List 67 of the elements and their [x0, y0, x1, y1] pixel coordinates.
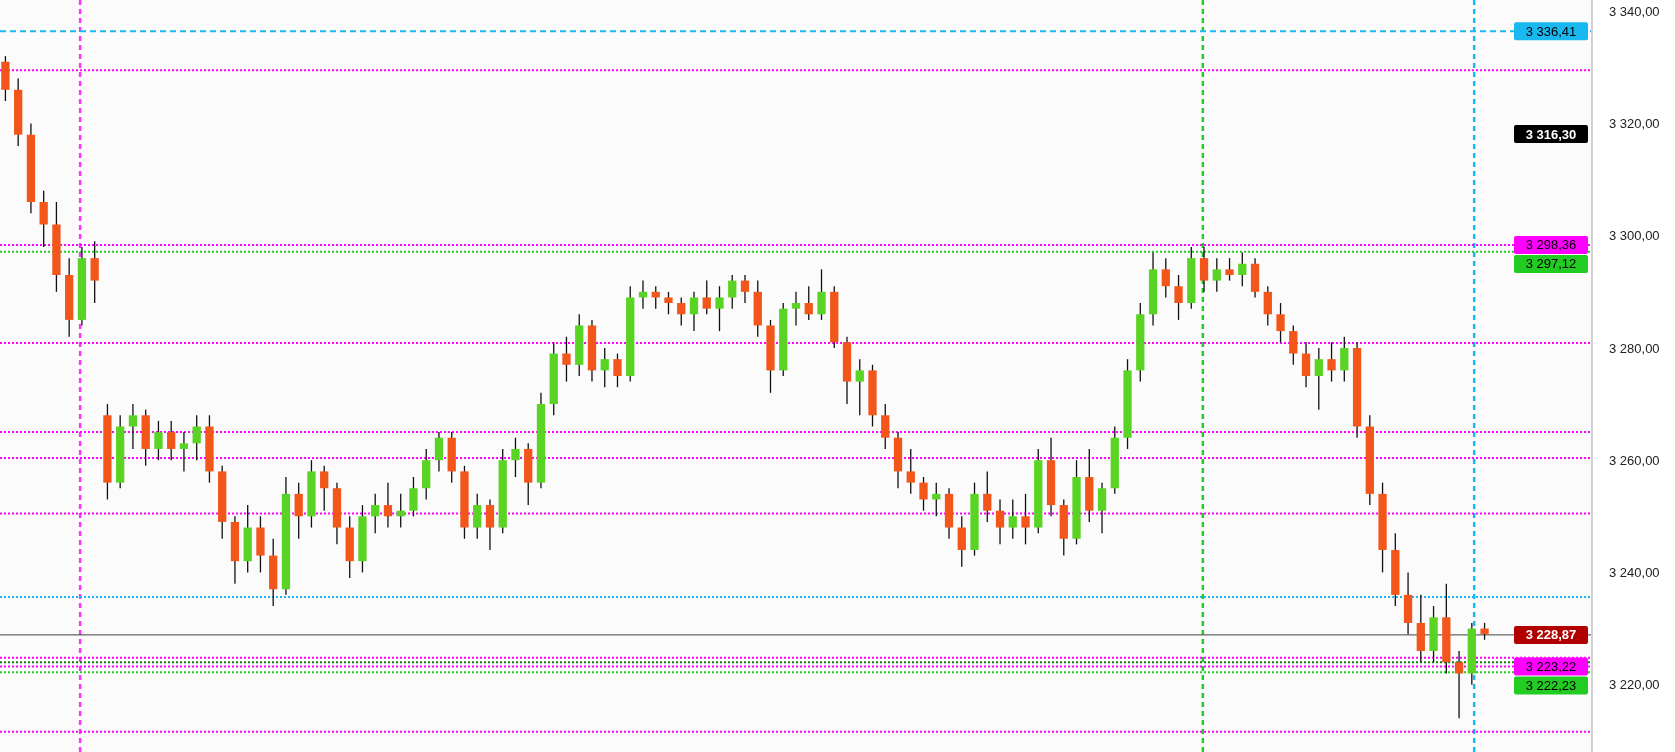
candlestick: [1021, 493, 1030, 546]
candlestick: [1327, 341, 1336, 383]
y-tick-label: 3 240,00: [1609, 565, 1660, 581]
candlestick: [485, 498, 495, 551]
candlestick: [383, 481, 393, 529]
candlestick: [906, 448, 915, 495]
ref-line-label: 3 297,12: [1525, 256, 1577, 272]
y-tick-label: 3 280,00: [1609, 340, 1660, 356]
ref-line-label: 3 336,41: [1525, 23, 1577, 39]
candlestick: [1340, 336, 1349, 383]
candlestick: [817, 268, 826, 321]
candlestick: [128, 403, 138, 450]
candlestick: [1289, 324, 1298, 366]
candlestick: [1314, 347, 1323, 411]
candlestick: [613, 352, 622, 388]
candlestick: [1174, 274, 1183, 321]
candlestick: [1263, 285, 1272, 327]
candlestick: [562, 336, 571, 383]
candlestick: [1225, 257, 1234, 282]
candlestick: [689, 291, 699, 332]
candlestick: [957, 515, 966, 568]
candlestick: [881, 403, 890, 450]
candlestick: [1238, 251, 1247, 287]
candlestick: [983, 470, 992, 523]
candlestick: [192, 414, 201, 461]
candlestick: [1008, 498, 1017, 540]
y-tick-label: 3 340,00: [1609, 3, 1660, 19]
candlestick: [702, 279, 711, 315]
candlestick: [855, 358, 864, 416]
candlestick: [995, 498, 1005, 546]
candlestick: [728, 274, 737, 310]
candlestick: [511, 437, 520, 478]
candlestick: [1276, 302, 1285, 343]
candlestick: [167, 420, 176, 461]
candlestick: [371, 493, 380, 534]
ref-line-label: 3 222,23: [1525, 678, 1577, 694]
candlestick: [1199, 246, 1209, 293]
ref-line-label: 3 298,36: [1525, 237, 1577, 253]
candlestick: [791, 291, 801, 327]
annotation: 3 316,30: [1525, 126, 1577, 142]
y-tick-label: 3 320,00: [1609, 116, 1660, 132]
candlestick: [1454, 650, 1464, 719]
candlestick: [320, 465, 329, 512]
candlestick: [677, 296, 686, 327]
candlestick: [434, 431, 444, 473]
candlestick: [1097, 481, 1107, 534]
candlestick: [179, 431, 189, 473]
candlestick: [90, 240, 99, 304]
candlestick: [294, 481, 303, 540]
candlestick: [154, 420, 163, 461]
candlestick: [39, 190, 48, 248]
candlestick: [600, 347, 609, 388]
candlestick: [1212, 257, 1221, 293]
candlestick: [664, 291, 673, 315]
y-tick-label: 3 260,00: [1609, 452, 1660, 468]
candlestick: [1161, 257, 1170, 299]
candlestick: [715, 285, 724, 332]
candlestick: [740, 274, 750, 304]
candlestick: [919, 476, 928, 512]
candlestick: [804, 285, 813, 321]
candlestick: [1301, 341, 1311, 388]
ref-line-label: 3 223,22: [1525, 659, 1577, 675]
candlestick: [473, 493, 482, 540]
ref-line-label: 3 228,87: [1525, 627, 1577, 643]
candlestick: [409, 476, 418, 517]
y-tick-label: 3 300,00: [1609, 228, 1660, 244]
y-tick-label: 3 220,00: [1609, 677, 1660, 693]
